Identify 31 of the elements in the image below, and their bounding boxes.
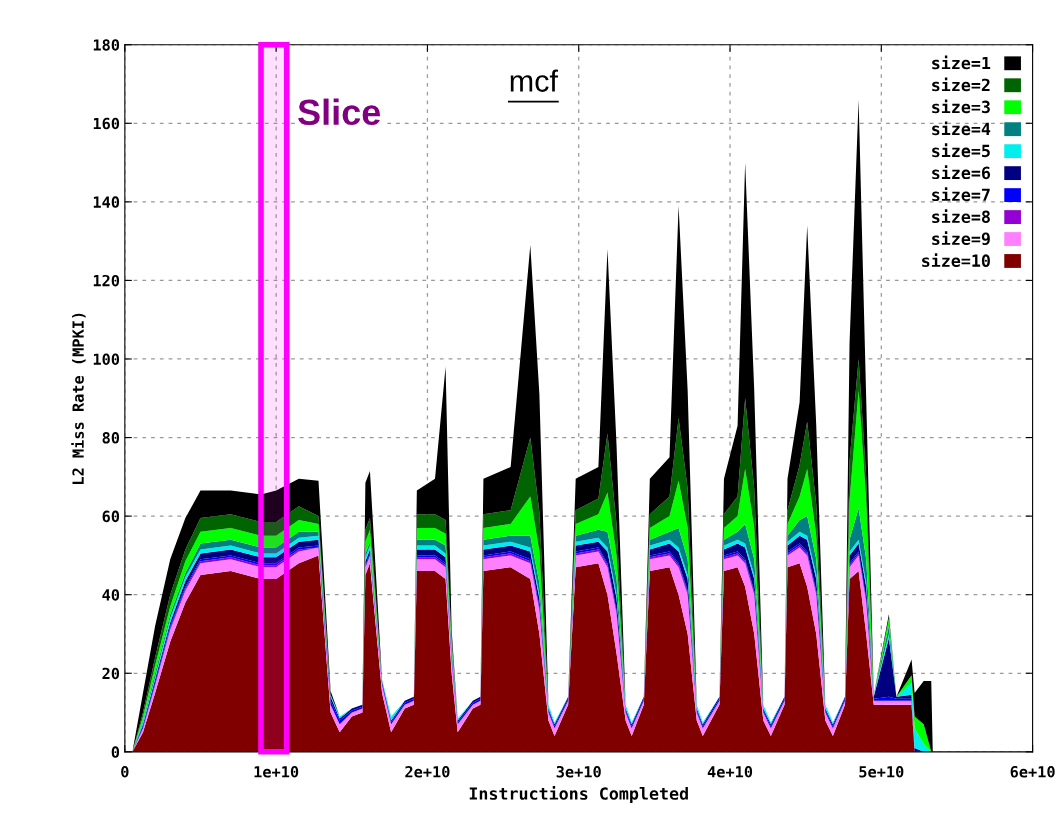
band-label: Slice	[298, 98, 381, 126]
x-tick-label: 5e+10	[859, 765, 904, 778]
legend-label: size=6	[932, 165, 991, 180]
x-tick-label: 4e+10	[707, 765, 753, 778]
legend-label: size=9	[932, 231, 990, 246]
x-axis-title: Instructions Completed	[469, 786, 688, 804]
x-tick-label: 3e+10	[556, 765, 601, 778]
y-tick-label: 60	[102, 510, 120, 523]
legend-label: size=4	[932, 121, 991, 136]
y-tick-label: 80	[102, 432, 120, 444]
x-tick-label: 1e+10	[254, 765, 299, 778]
text: mcf	[510, 69, 558, 92]
y-tick-label: 20	[102, 667, 120, 680]
legend-label: size=5	[932, 143, 990, 158]
legend-label: size=10	[922, 253, 990, 267]
y-tick-label: 0	[111, 746, 120, 758]
y-tick-label: 140	[93, 196, 120, 208]
y-tick-label: 100	[93, 353, 120, 366]
y-tick-label: 120	[93, 274, 120, 287]
legend-label: size=8	[932, 209, 990, 224]
y-tick-label: 160	[93, 117, 120, 130]
x-tick-label: 2e+10	[405, 765, 450, 778]
legend-label: size=2	[932, 77, 990, 92]
y-tick-label: 40	[102, 589, 120, 601]
y-axis-title: L2 Miss Rate (MPKI)	[71, 313, 86, 484]
legend-label: size=1	[932, 55, 991, 70]
legend-label: size=7	[932, 187, 990, 202]
x-tick-label: 6e+10	[1010, 765, 1055, 778]
x-tick-label: 0	[121, 765, 129, 778]
y-tick-label: 180	[93, 39, 120, 51]
legend-label: size=3	[932, 99, 990, 114]
